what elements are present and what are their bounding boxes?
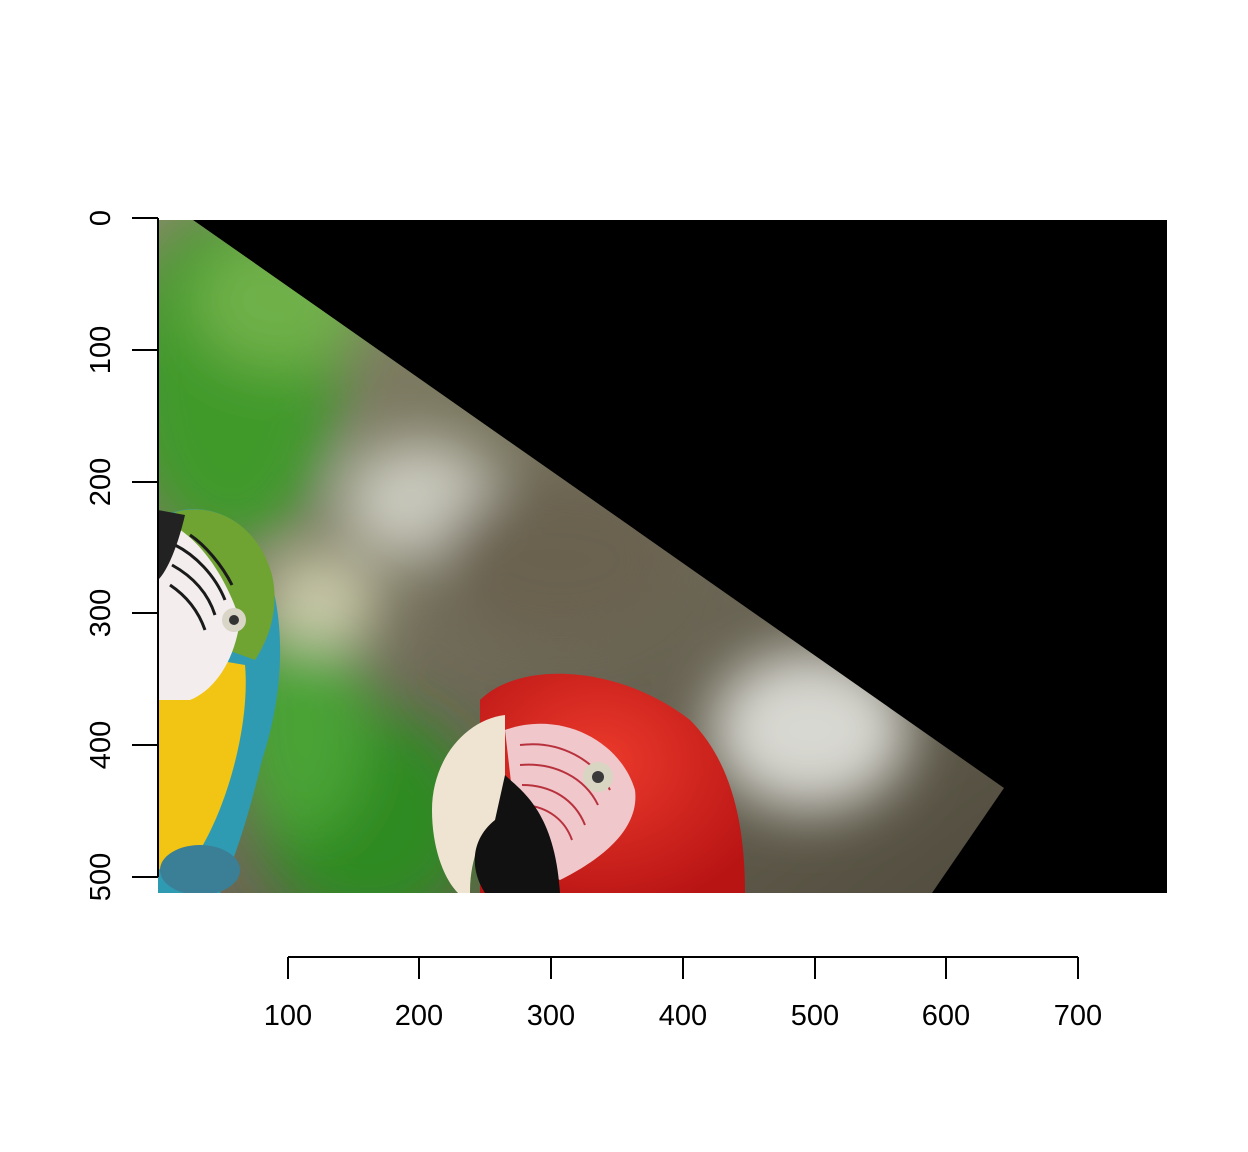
x-tick-label: 300 bbox=[527, 1000, 575, 1032]
y-tick-label: 0 bbox=[85, 210, 117, 226]
y-tick-300: 300 bbox=[85, 589, 158, 637]
x-tick-label: 100 bbox=[264, 1000, 312, 1032]
x-tick-200: 200 bbox=[395, 957, 443, 1032]
y-tick-200: 200 bbox=[85, 458, 158, 506]
x-tick-label: 400 bbox=[659, 1000, 707, 1032]
blue-gold-macaw bbox=[158, 509, 281, 893]
blurred-foliage bbox=[158, 220, 910, 893]
x-tick-label: 500 bbox=[791, 1000, 839, 1032]
x-tick-400: 400 bbox=[659, 957, 707, 1032]
x-tick-label: 600 bbox=[922, 1000, 970, 1032]
y-tick-label: 200 bbox=[85, 458, 117, 506]
y-tick-label: 100 bbox=[85, 326, 117, 374]
y-axis: 0 100 200 300 400 500 bbox=[85, 210, 159, 901]
image-area bbox=[158, 220, 1167, 893]
y-tick-400: 400 bbox=[85, 721, 158, 769]
x-tick-300: 300 bbox=[527, 957, 575, 1032]
scarlet-macaw bbox=[432, 673, 745, 893]
y-tick-label: 500 bbox=[85, 853, 117, 901]
y-tick-label: 400 bbox=[85, 721, 117, 769]
x-axis: 100 200 300 400 500 600 700 bbox=[264, 956, 1102, 1032]
x-tick-100: 100 bbox=[264, 957, 312, 1032]
x-tick-label: 200 bbox=[395, 1000, 443, 1032]
y-tick-0: 0 bbox=[85, 210, 158, 226]
x-tick-600: 600 bbox=[922, 957, 970, 1032]
y-tick-100: 100 bbox=[85, 326, 158, 374]
y-tick-label: 300 bbox=[85, 589, 117, 637]
x-tick-label: 700 bbox=[1054, 1000, 1102, 1032]
x-tick-500: 500 bbox=[791, 957, 839, 1032]
x-tick-700: 700 bbox=[1054, 957, 1102, 1032]
y-tick-500: 500 bbox=[85, 853, 158, 901]
